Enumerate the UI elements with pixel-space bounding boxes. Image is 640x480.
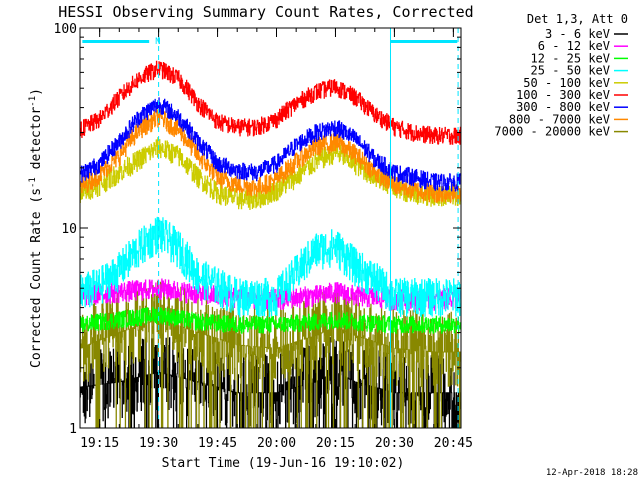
legend-label: 12 - 25 keV xyxy=(531,51,610,65)
legend-label: 3 - 6 keV xyxy=(545,27,610,41)
x-tick-label: 20:15 xyxy=(316,436,355,451)
footer-timestamp: 12-Apr-2018 18:28 xyxy=(546,468,638,478)
x-axis-label: Start Time (19-Jun-16 19:10:02) xyxy=(162,456,405,471)
y-axis-label: Corrected Count Rate (s-1 detector-1) xyxy=(28,88,44,368)
x-tick-label: 20:00 xyxy=(257,436,296,451)
y-axis: 1 10 100 xyxy=(54,22,461,437)
x-tick-label: 19:30 xyxy=(139,436,178,451)
x-tick-label: 19:15 xyxy=(80,436,119,451)
series-layer xyxy=(80,60,461,428)
x-tick-label: 19:45 xyxy=(198,436,237,451)
legend-label: 100 - 300 keV xyxy=(516,88,610,102)
chart-title: HESSI Observing Summary Count Rates, Cor… xyxy=(58,3,473,21)
legend-label: 300 - 800 keV xyxy=(516,100,610,114)
y-tick-label: 1 xyxy=(69,422,77,437)
x-axis: 19:15 19:30 19:45 20:00 20:15 20:30 20:45 xyxy=(79,28,473,451)
y-tick-label: 100 xyxy=(54,22,77,37)
legend-title: Det 1,3, Att 0 xyxy=(527,12,628,26)
series-5-line xyxy=(80,60,461,145)
flag-label: N xyxy=(155,37,160,47)
legend-label: 800 - 7000 keV xyxy=(509,112,610,126)
series-2-line xyxy=(80,306,461,334)
series-8-line xyxy=(80,280,461,428)
y-tick-label: 10 xyxy=(61,222,77,237)
flag-bar-1 xyxy=(390,40,458,43)
legend-label: 7000 - 20000 keV xyxy=(494,125,610,139)
legend-label: 50 - 100 keV xyxy=(523,76,610,90)
flag-bar-0 xyxy=(82,40,150,43)
x-tick-label: 20:45 xyxy=(434,436,473,451)
series-3-line xyxy=(80,216,461,318)
series-6-line xyxy=(80,97,461,192)
x-tick-label: 20:30 xyxy=(375,436,414,451)
legend-label: 6 - 12 keV xyxy=(538,39,610,53)
legend-label: 25 - 50 keV xyxy=(531,64,610,78)
